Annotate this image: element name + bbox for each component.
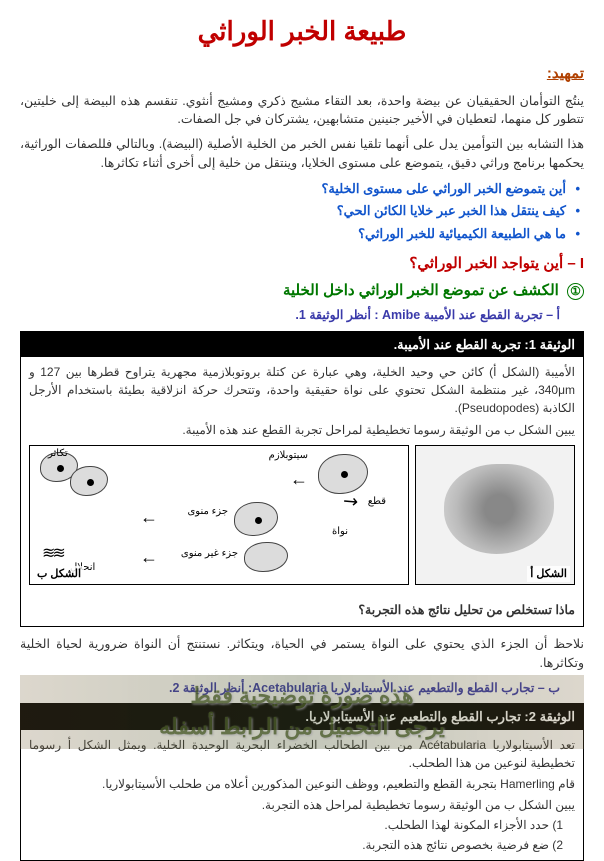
question-item: ما هي الطبيعة الكيميائية للخبر الوراثي؟ [20, 224, 566, 244]
question-item: كيف ينتقل هذا الخبر عبر خلايا الكائن الح… [20, 201, 566, 221]
doc2-p3: يبين الشكل ب من الوثيقة رسوما تخطيطية لم… [29, 796, 575, 814]
label-nucleus: نواة [332, 524, 348, 539]
intro-questions-list: أين يتموضع الخبر الوراثي على مستوى الخلي… [20, 179, 584, 244]
section-sub-heading: ① الكشف عن تموضع الخبر الوراثي داخل الخل… [20, 280, 584, 303]
document-1-box: الوثيقة 1: تجربة القطع عند الأميبة. الأم… [20, 331, 584, 627]
doc1-p1: الأميبة (الشكل أ) كائن حي وحيد الخلية، و… [29, 363, 575, 417]
doc2-header: الوثيقة 2: تجارب القطع والتطعيم عند الأس… [21, 704, 583, 730]
doc1-body: الأميبة (الشكل أ) كائن حي وحيد الخلية، و… [21, 357, 583, 597]
doc2-p1: تعد الأسيتابولاريا Acétabularia من بين ا… [29, 736, 575, 772]
conclusion-text: نلاحظ أن الجزء الذي يحتوي على النواة يست… [20, 635, 584, 673]
document-2-box: الوثيقة 2: تجارب القطع والتطعيم عند الأس… [20, 703, 584, 861]
label-cytoplasm: سيتوبلازم [269, 448, 308, 463]
experiment-b-line: ب – تجارب القطع والتطعيم عند الأسيتابولا… [20, 679, 560, 698]
label-without-nucleus: جزء غير منوى [181, 546, 238, 561]
arrow-icon: ← [140, 504, 158, 531]
section-i-heading: I – أين يتواجد الخبر الوراثي؟ [20, 253, 584, 276]
arrow-icon: ← [290, 466, 308, 493]
experiment-a-line: أ – تجربة القطع عند الأميبة Amibe : أنظر… [20, 306, 560, 325]
doc2-p2: قام Hamerling بتجربة القطع والتطعيم، ووظ… [29, 775, 575, 793]
doc2-list-2: 2) ضع فرضية بخصوص نتائج هذه التجربة. [29, 836, 563, 854]
exp-a-label: أ – [546, 308, 560, 322]
intro-heading: تمهيد: [20, 63, 584, 86]
doc1-figure-row: الشكل أ سيتوبلازم ← تكاثر قطع ↘ [29, 445, 575, 585]
lysis-icon: ≋≋ [42, 542, 63, 566]
doc1-p2: يبين الشكل ب من الوثيقة رسوما تخطيطية لم… [29, 421, 575, 439]
fig-a-caption: الشكل أ [527, 566, 570, 583]
label-reproduce: تكاثر [48, 446, 68, 461]
doc1-header: الوثيقة 1: تجربة القطع عند الأميبة. [21, 332, 583, 358]
exp-b-text: تجارب القطع والتطعيم عند الأسيتابولاريا … [169, 681, 534, 695]
arrow-icon: ← [140, 544, 158, 571]
label-with-nucleus: جزء منوى [187, 504, 228, 519]
doc1-question: ماذا تستخلص من تحليل نتائج هذه التجربة؟ [29, 601, 575, 620]
section-sub-text: الكشف عن تموضع الخبر الوراثي داخل الخلية [283, 282, 559, 299]
fig-b-caption: الشكل ب [34, 566, 84, 583]
exp-b-label: ب – [538, 681, 560, 695]
intro-paragraph-2: هذا التشابه بين التوأمين يدل على أنهما ت… [20, 135, 584, 173]
doc1-schematic: سيتوبلازم ← تكاثر قطع ↘ جزء منوى ← نواة [30, 446, 408, 584]
doc2-body: تعد الأسيتابولاريا Acétabularia من بين ا… [21, 730, 583, 860]
doc2-list-1: 1) حدد الأجزاء المكونة لهذا الطحلب. [29, 816, 563, 834]
page-title: طبيعة الخبر الوراثي [20, 12, 584, 51]
circled-number-icon: ① [567, 283, 584, 300]
figure-a-panel: الشكل أ [415, 445, 575, 585]
arrow-icon: ↘ [336, 487, 365, 517]
label-cut: قطع [368, 494, 386, 509]
exp-a-text: تجربة القطع عند الأميبة Amibe : أنظر الو… [295, 308, 542, 322]
figure-b-panel: سيتوبلازم ← تكاثر قطع ↘ جزء منوى ← نواة [29, 445, 409, 585]
intro-paragraph-1: ينتُج التوأمان الحقيقيان عن بيضة واحدة، … [20, 92, 584, 130]
question-item: أين يتموضع الخبر الوراثي على مستوى الخلي… [20, 179, 566, 199]
